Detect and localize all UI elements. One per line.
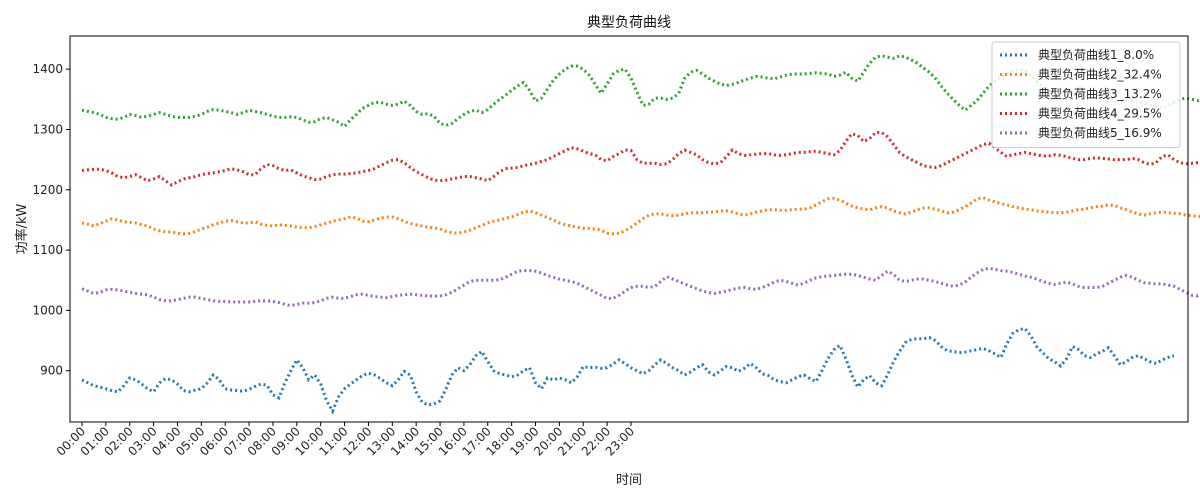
y-tick-label: 1100 bbox=[32, 243, 63, 257]
legend-entry: 典型负荷曲线5_16.9% bbox=[1038, 126, 1162, 140]
y-tick-label: 1200 bbox=[32, 183, 63, 197]
legend-entry: 典型负荷曲线1_8.0% bbox=[1038, 48, 1154, 62]
legend: 典型负荷曲线1_8.0% 典型负荷曲线2_32.4% 典型负荷曲线3_13.2% 典型… bbox=[991, 41, 1181, 148]
y-axis: 900 1000 1100 1200 1300 1400 bbox=[32, 62, 70, 378]
legend-entry: 典型负荷曲线2_32.4% bbox=[1038, 68, 1162, 82]
y-tick-label: 1400 bbox=[32, 62, 63, 76]
series-line-2 bbox=[81, 196, 1200, 236]
legend-entry: 典型负荷曲线4_29.5% bbox=[1038, 107, 1162, 121]
y-tick-label: 1000 bbox=[32, 303, 63, 317]
legend-box bbox=[991, 41, 1181, 148]
y-tick-label: 900 bbox=[40, 364, 63, 378]
chart-title: 典型负荷曲线 bbox=[587, 15, 671, 31]
y-tick-label: 1300 bbox=[32, 122, 63, 136]
series-line-1 bbox=[81, 326, 1175, 415]
series-line-4 bbox=[81, 131, 1200, 187]
legend-entry: 典型负荷曲线3_13.2% bbox=[1038, 87, 1162, 101]
y-axis-label: 功率/kW bbox=[14, 203, 30, 254]
x-axis-label: 时间 bbox=[616, 473, 642, 488]
plot-frame bbox=[69, 35, 1189, 423]
